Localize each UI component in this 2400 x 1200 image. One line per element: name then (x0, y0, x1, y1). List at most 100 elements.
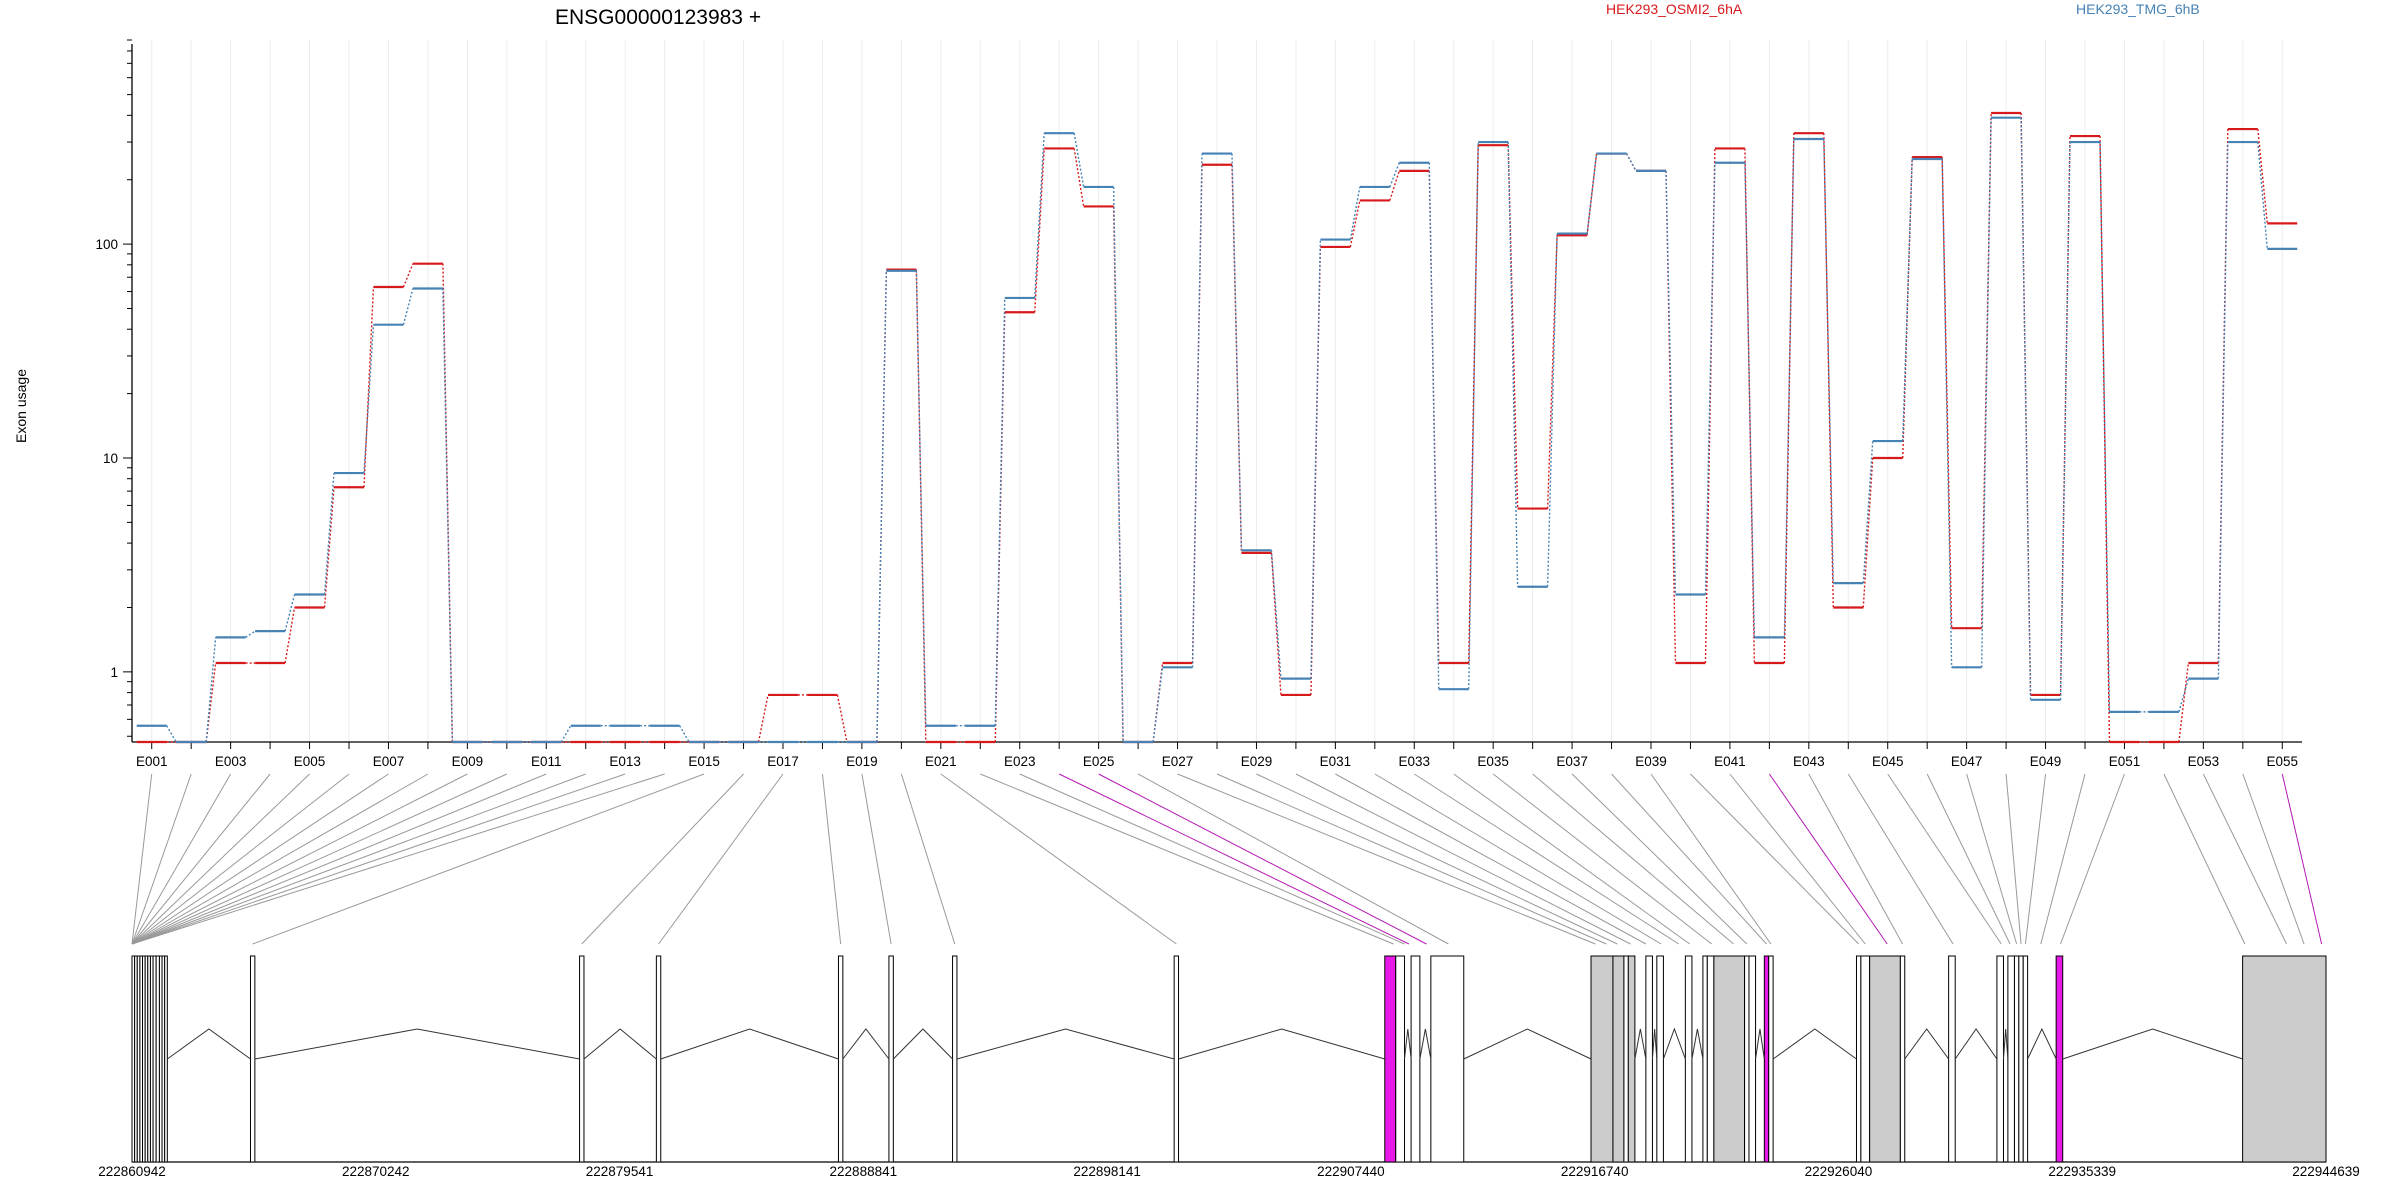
series-connector (1783, 138, 1795, 638)
series-connector (1112, 186, 1124, 743)
intron-line (1178, 1028, 1385, 1060)
series-connector (1034, 133, 1045, 298)
x-tick-label: E035 (1477, 754, 1509, 769)
x-tick-label: E021 (925, 754, 957, 769)
intron-line (1404, 1028, 1412, 1060)
intron-line (2062, 1028, 2243, 1060)
exon-box (888, 955, 894, 1163)
y-tick-label: 1 (110, 665, 118, 680)
x-tick-label: E001 (136, 754, 168, 769)
exon-box (2018, 955, 2024, 1163)
exon-connector-line (1887, 773, 2002, 945)
exon-connector-line (1374, 773, 1662, 945)
exon-connector-line (1019, 773, 1405, 945)
legend-series-2: HEK293_TMG_6hB (2076, 1, 2200, 17)
x-tick-label: E055 (2267, 754, 2299, 769)
x-tick-label: E015 (688, 754, 720, 769)
series-connector (1823, 133, 1834, 608)
exon-connectors (131, 773, 2323, 945)
exon-connector-line (980, 773, 1394, 945)
exon-connector-line (1808, 773, 1903, 945)
x-tick-label: E019 (846, 754, 878, 769)
intron-line (2027, 1027, 2057, 1060)
exon-box (1384, 955, 1397, 1163)
exon-box (1684, 955, 1693, 1163)
series-connector (1349, 186, 1361, 240)
exon-connector-line (658, 773, 784, 945)
exon-box (1702, 955, 1708, 1163)
exon-box (1706, 955, 1715, 1163)
series-connector (2099, 136, 2111, 743)
exon-connector-line (2202, 773, 2287, 945)
series-connector (1389, 162, 1400, 188)
series-connector (2178, 662, 2190, 743)
series-connector (2020, 113, 2032, 695)
x-tick-label: E013 (609, 754, 641, 769)
series-connector (1783, 133, 1795, 664)
y-axis-label: Exon usage (13, 369, 29, 443)
genomic-coordinate-label: 222860942 (98, 1164, 166, 1179)
intron-line (892, 1028, 953, 1060)
x-tick-label: E049 (2030, 754, 2062, 769)
exon-connector-line (131, 773, 626, 945)
series-connector (1191, 153, 1203, 668)
exon-connector-line (2163, 773, 2246, 945)
series-connector (166, 725, 177, 743)
exon-box (164, 955, 168, 1163)
exon-connector-line (940, 773, 1177, 945)
series-connector (2178, 678, 2190, 713)
exon-box (1410, 955, 1421, 1163)
exon-box (1713, 955, 1746, 1163)
series-connector (205, 662, 217, 743)
series-connector (323, 473, 335, 595)
exon-connector-line (2005, 773, 2022, 945)
exon-box (2242, 955, 2327, 1163)
exon-connector-line (821, 773, 842, 945)
exon-connector-line (1414, 773, 1680, 945)
genomic-coordinate-label: 222898141 (1073, 1164, 1141, 1179)
intron-line (1651, 1028, 1658, 1060)
exon-box (1623, 955, 1629, 1163)
x-tick-label: E025 (1083, 754, 1115, 769)
intron-line (1954, 1028, 1998, 1060)
exon-connector-line (1256, 773, 1618, 945)
series-connector (1389, 170, 1400, 201)
exon-connector-line (2242, 773, 2305, 945)
genomic-coordinate-label: 222907440 (1317, 1164, 1385, 1179)
x-tick-label: E009 (452, 754, 484, 769)
intron-line (1419, 1028, 1432, 1060)
series-connector (442, 288, 454, 743)
series-connector (284, 594, 296, 632)
x-tick-label: E033 (1399, 754, 1431, 769)
series-connector (1073, 148, 1085, 207)
x-tick-label: E043 (1793, 754, 1825, 769)
series-connector (402, 263, 414, 288)
x-tick-label: E051 (2109, 754, 2141, 769)
x-tick-label: E023 (1004, 754, 1036, 769)
exon-box (1173, 955, 1180, 1163)
exon-connector-line (2024, 773, 2047, 945)
exon-connector-line (1847, 773, 1954, 945)
series-connector (1507, 142, 1519, 587)
series-connector (323, 487, 335, 608)
exon-box (1395, 955, 1406, 1163)
series-connector (363, 286, 375, 488)
exon-connector-line (1098, 773, 1427, 945)
exon-connector-line (1729, 773, 1866, 945)
series-connector (2217, 142, 2229, 679)
intron-line (1691, 1028, 1704, 1060)
intron-line (1772, 1028, 1857, 1060)
series-connector (1231, 164, 1243, 553)
exon-connector-line (131, 773, 547, 945)
series-connector (1862, 457, 1874, 608)
series-connector (245, 630, 256, 638)
genomic-coordinate-label: 222916740 (1561, 1164, 1629, 1179)
exon-box (1948, 955, 1956, 1163)
exon-connector-line (131, 773, 271, 945)
series-connector (2257, 141, 2268, 249)
exon-connector-line (1058, 773, 1410, 945)
exon-connector-line (1335, 773, 1647, 945)
series-connector (1507, 145, 1519, 509)
exon-connector-line (131, 773, 586, 945)
